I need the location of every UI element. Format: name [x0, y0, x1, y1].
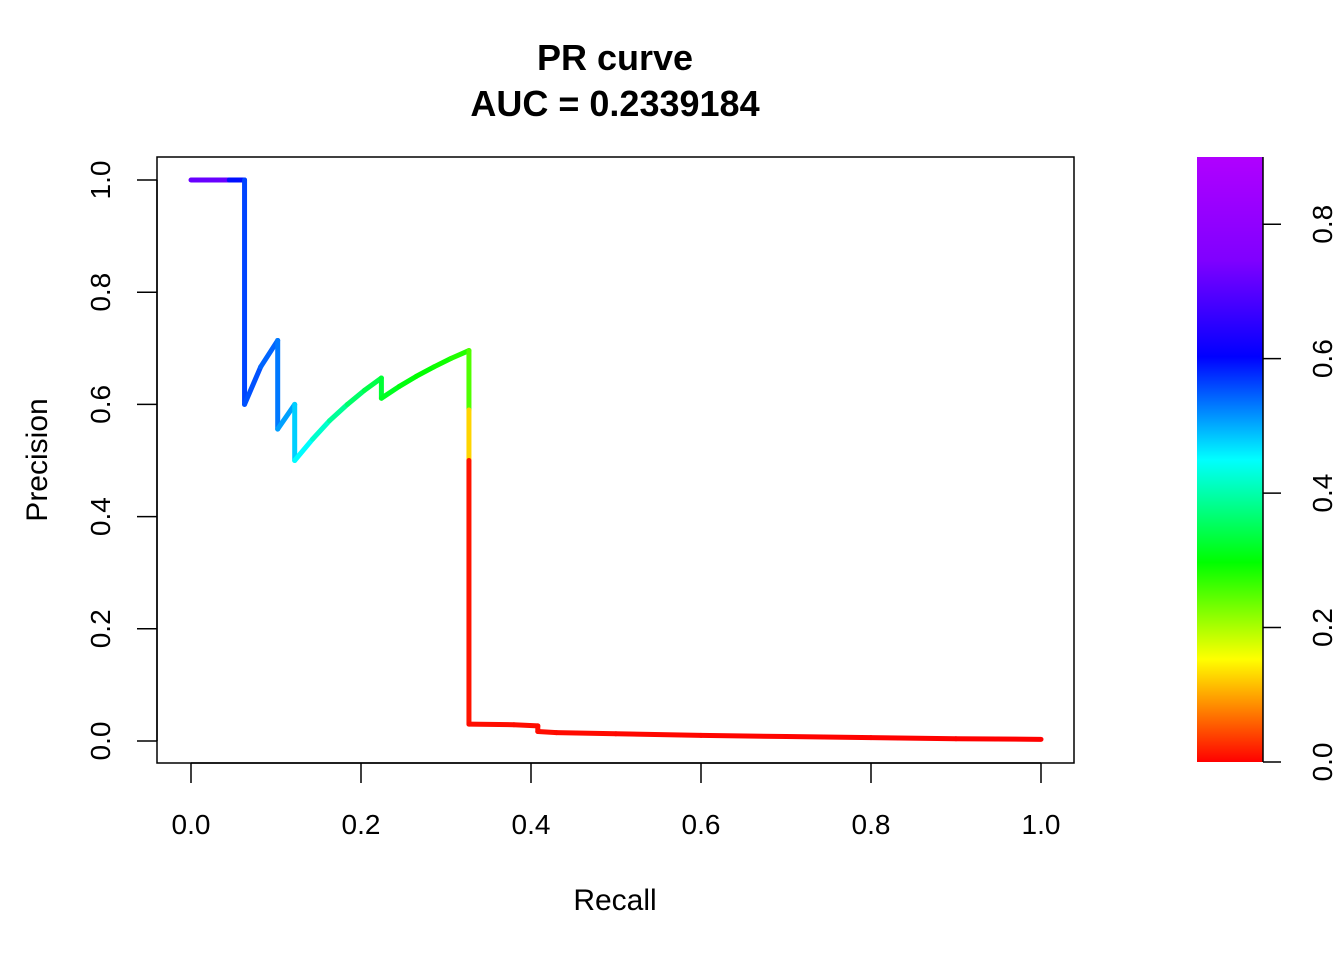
pr-curve-segment	[554, 730, 619, 737]
pr-curve-segment	[275, 401, 298, 432]
x-tick-label: 0.2	[342, 809, 381, 840]
y-tick-label: 0.6	[85, 385, 116, 424]
pr-curve-line	[188, 177, 1044, 742]
x-axis: 0.0 0.2 0.4 0.6 0.8 1.0	[172, 762, 1061, 840]
chart-subtitle: AUC = 0.2339184	[470, 83, 759, 124]
pr-curve-segment	[361, 375, 384, 393]
pr-curve-segment	[535, 728, 559, 736]
pr-curve-segment	[327, 401, 350, 424]
pr-curve-segment	[868, 735, 959, 742]
x-axis-label: Recall	[573, 884, 656, 917]
pr-curve-segment	[953, 736, 1044, 742]
pr-curve-segment	[466, 721, 517, 728]
colorbar-tick-label: 0.2	[1307, 608, 1338, 647]
pr-curve-segment	[431, 355, 454, 370]
y-axis: 0.0 0.2 0.4 0.6 0.8 1.0	[85, 161, 158, 761]
x-tick-label: 0.8	[852, 809, 891, 840]
pr-curve-segment	[413, 364, 437, 379]
colorbar-tick-label: 0.6	[1307, 339, 1338, 378]
chart-title: PR curve	[537, 37, 693, 78]
y-tick-label: 0.2	[85, 609, 116, 648]
colorbar-tick-label: 0.4	[1307, 474, 1338, 513]
y-tick-label: 0.8	[85, 273, 116, 312]
pr-curve-segment	[613, 731, 704, 738]
pr-curve-segment	[511, 722, 541, 729]
colorbar-ticks: 0.0 0.2 0.4 0.6 0.8	[1263, 205, 1338, 782]
y-tick-label: 0.0	[85, 722, 116, 761]
colorbar-tick-label: 0.8	[1307, 205, 1338, 244]
pr-curve-segment	[698, 732, 789, 740]
y-tick-label: 0.4	[85, 497, 116, 536]
pr-curve-segment	[344, 387, 367, 407]
x-tick-label: 0.0	[172, 809, 211, 840]
x-tick-label: 1.0	[1022, 809, 1061, 840]
pr-curve-segment	[396, 373, 419, 389]
pr-curve-segment	[783, 734, 874, 741]
pr-curve-segment	[378, 383, 402, 401]
y-axis-label: Precision	[21, 398, 54, 521]
pr-curve-segment	[310, 418, 333, 442]
pr-curve-segment	[292, 436, 316, 463]
pr-curve-segment	[258, 337, 281, 370]
pr-curve-segment	[242, 364, 264, 407]
colorbar	[1197, 157, 1263, 762]
pr-curve-segment	[448, 348, 472, 361]
colorbar-tick-label: 0.0	[1307, 743, 1338, 782]
x-tick-label: 0.6	[682, 809, 721, 840]
x-tick-label: 0.4	[512, 809, 551, 840]
y-tick-label: 1.0	[85, 161, 116, 200]
